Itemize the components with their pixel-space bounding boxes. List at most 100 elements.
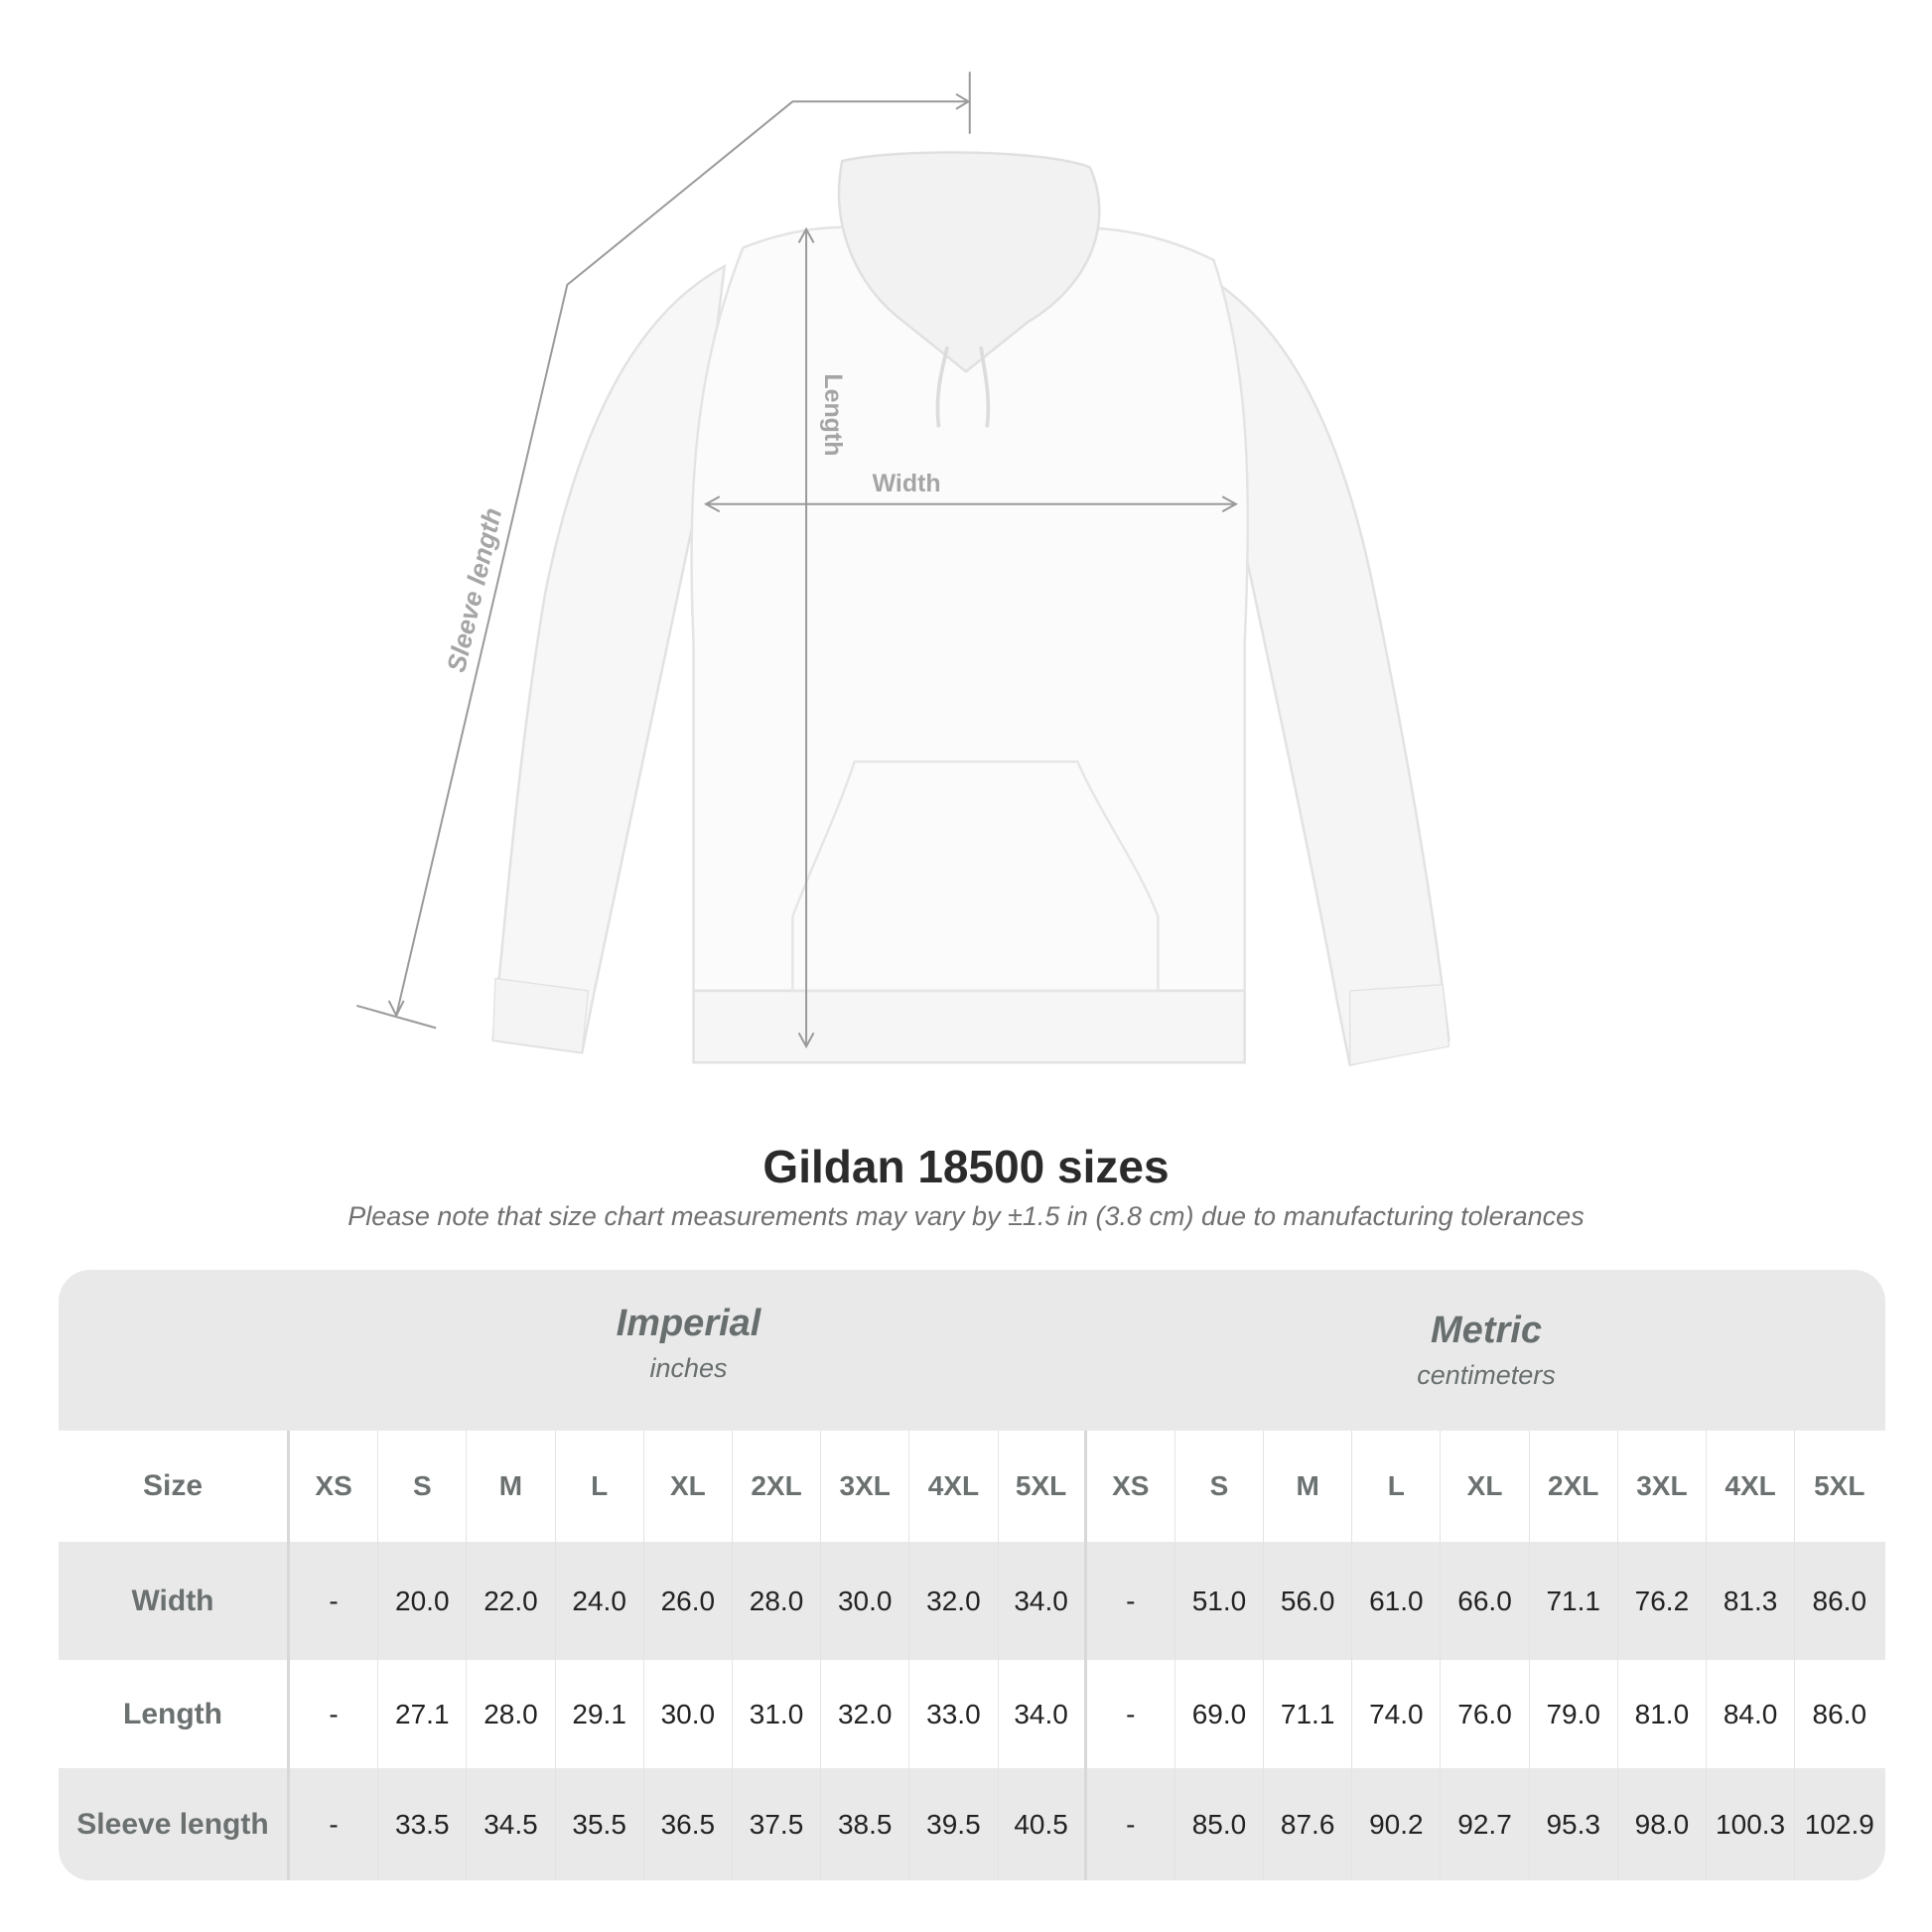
size-header-cell: 2XL bbox=[733, 1431, 822, 1542]
table-cell: 32.0 bbox=[909, 1542, 999, 1660]
row-band-width bbox=[59, 1542, 1885, 1660]
row-label: Sleeve length bbox=[59, 1768, 290, 1880]
table-cell: 20.0 bbox=[378, 1542, 468, 1660]
table-cell: 81.3 bbox=[1707, 1542, 1796, 1660]
table-cell: 100.3 bbox=[1707, 1768, 1796, 1880]
table-cell: 26.0 bbox=[644, 1542, 733, 1660]
sleeve-length-line bbox=[395, 100, 966, 1017]
table-cell: 98.0 bbox=[1618, 1768, 1707, 1880]
size-header-cell: XS bbox=[1087, 1431, 1175, 1542]
table-cell: - bbox=[1087, 1768, 1175, 1880]
table-cell: 34.5 bbox=[467, 1768, 556, 1880]
table-cell: 35.5 bbox=[556, 1768, 644, 1880]
header-band bbox=[59, 1270, 1885, 1431]
size-header-cell: 2XL bbox=[1530, 1431, 1618, 1542]
table-cell: 34.0 bbox=[999, 1660, 1087, 1768]
sleeve-length-label: Sleeve length bbox=[441, 505, 507, 675]
table-cell: 71.1 bbox=[1264, 1660, 1353, 1768]
table-cell: 34.0 bbox=[999, 1542, 1087, 1660]
table-cell: 24.0 bbox=[556, 1542, 644, 1660]
size-header-cell: 4XL bbox=[1707, 1431, 1796, 1542]
table-cell: - bbox=[290, 1768, 379, 1880]
table-cell: 51.0 bbox=[1175, 1542, 1265, 1660]
width-label: Width bbox=[873, 470, 941, 497]
size-header-cell: S bbox=[378, 1431, 468, 1542]
imperial-title: Imperial bbox=[616, 1303, 761, 1344]
table-cell: 92.7 bbox=[1441, 1768, 1530, 1880]
imperial-header: Imperial inches bbox=[290, 1270, 1087, 1431]
table-cell: 71.1 bbox=[1530, 1542, 1618, 1660]
table-cell: 76.0 bbox=[1441, 1660, 1530, 1768]
size-header-cell: L bbox=[1352, 1431, 1442, 1542]
size-header-cell: 5XL bbox=[1814, 1470, 1865, 1501]
table-cell: 40.5 bbox=[999, 1768, 1087, 1880]
table-cell: 87.6 bbox=[1264, 1768, 1353, 1880]
row-band-sleeve bbox=[59, 1768, 1885, 1880]
hoodie-illustration bbox=[491, 151, 1450, 1067]
size-header-row: Size XS S M L XL 2XL 3XL 4XL 5XL XS S M L XL 2XL 3XL 4XL 5… bbox=[59, 1431, 1885, 1542]
size-header-cell: 3XL bbox=[1618, 1431, 1707, 1542]
size-header-cell: XL bbox=[1441, 1431, 1530, 1542]
table-cell: 85.0 bbox=[1175, 1768, 1265, 1880]
table-cell: 31.0 bbox=[733, 1660, 822, 1768]
table-cell: 27.1 bbox=[378, 1660, 468, 1768]
table-cell: 37.5 bbox=[733, 1768, 822, 1880]
table-cell: 66.0 bbox=[1441, 1542, 1530, 1660]
size-table: Imperial inches Metric centimeters Size X… bbox=[59, 1270, 1885, 1880]
size-header-cell: 3XL bbox=[821, 1431, 910, 1542]
table-cell: 28.0 bbox=[733, 1542, 822, 1660]
table-cell: 90.2 bbox=[1352, 1768, 1442, 1880]
table-cell: 22.0 bbox=[467, 1542, 556, 1660]
table-cell: 79.0 bbox=[1530, 1660, 1618, 1768]
size-header-cell: XS bbox=[290, 1431, 379, 1542]
table-cell: 33.0 bbox=[909, 1660, 999, 1768]
table-row: Width -20.0 22.0 24.0 26.0 28.0 30.0 32.0 34.0-5… bbox=[59, 1542, 1885, 1660]
size-header-cell: M bbox=[1264, 1431, 1353, 1542]
size-header-cell: 4XL bbox=[909, 1431, 999, 1542]
size-header-cell: 5XL bbox=[999, 1431, 1087, 1542]
table-row: Length -27.1 28.0 29.1 30.0 31.0 32.0 33.0 34.0-… bbox=[59, 1660, 1885, 1768]
table-cell: 30.0 bbox=[644, 1660, 733, 1768]
size-header-cell: S bbox=[1175, 1431, 1265, 1542]
table-cell: - bbox=[290, 1542, 379, 1660]
length-label: Length bbox=[819, 373, 847, 456]
table-cell: 29.1 bbox=[556, 1660, 644, 1768]
page-title: Gildan 18500 sizes bbox=[762, 1141, 1170, 1192]
table-cell: 36.5 bbox=[644, 1768, 733, 1880]
imperial-unit: inches bbox=[649, 1353, 728, 1383]
table-cell: 86.0 bbox=[1812, 1585, 1867, 1616]
table-cell: 28.0 bbox=[467, 1660, 556, 1768]
metric-title: Metric bbox=[1431, 1310, 1542, 1351]
table-cell: 84.0 bbox=[1707, 1660, 1796, 1768]
table-cell: 30.0 bbox=[821, 1542, 910, 1660]
tolerance-note: Please note that size chart measurements… bbox=[347, 1201, 1585, 1231]
table-cell: - bbox=[1087, 1542, 1175, 1660]
size-header-cell: XL bbox=[644, 1431, 733, 1542]
metric-header: Metric centimeters bbox=[1087, 1270, 1885, 1431]
measurement-lines bbox=[355, 71, 1239, 1049]
table-cell: 38.5 bbox=[821, 1768, 910, 1880]
table-row: Sleeve length -33.5 34.5 35.5 36.5 37.5 38.5 39… bbox=[59, 1768, 1885, 1880]
row-label: Length bbox=[59, 1660, 290, 1768]
table-cell: 95.3 bbox=[1530, 1768, 1618, 1880]
table-cell: 33.5 bbox=[378, 1768, 468, 1880]
size-header-cell: L bbox=[556, 1431, 644, 1542]
table-cell: 74.0 bbox=[1352, 1660, 1442, 1768]
row-label: Size bbox=[59, 1431, 290, 1542]
table-cell: 61.0 bbox=[1352, 1542, 1442, 1660]
table-cell: 86.0 bbox=[1812, 1698, 1867, 1729]
size-header-cell: M bbox=[467, 1431, 556, 1542]
sleeve-start-tick bbox=[355, 1004, 437, 1030]
table-cell: 81.0 bbox=[1618, 1660, 1707, 1768]
table-cell: - bbox=[290, 1660, 379, 1768]
table-cell: 32.0 bbox=[821, 1660, 910, 1768]
table-cell: 56.0 bbox=[1264, 1542, 1353, 1660]
row-label: Width bbox=[59, 1542, 290, 1660]
table-cell: 69.0 bbox=[1175, 1660, 1265, 1768]
metric-unit: centimeters bbox=[1417, 1360, 1556, 1390]
table-cell: 76.2 bbox=[1618, 1542, 1707, 1660]
table-cell: - bbox=[1087, 1660, 1175, 1768]
table-cell: 102.9 bbox=[1804, 1808, 1874, 1840]
table-cell: 39.5 bbox=[909, 1768, 999, 1880]
